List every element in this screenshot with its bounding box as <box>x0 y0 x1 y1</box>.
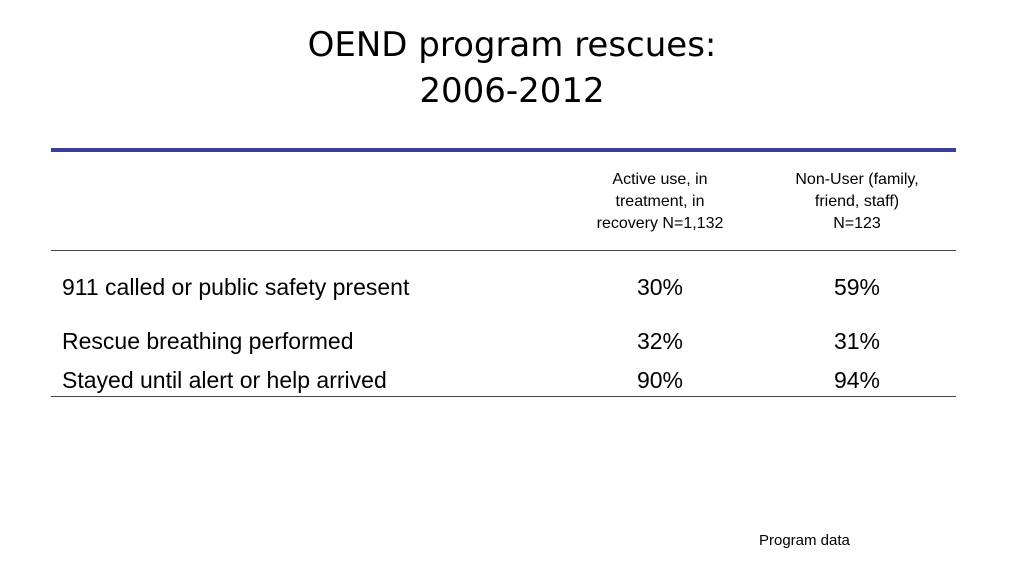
cell-stayed-until-alert-non-user: 94% <box>833 367 881 393</box>
column-header-line: treatment, in <box>615 193 705 210</box>
column-header-line: recovery N=1,132 <box>596 215 724 232</box>
cell-rescue-breathing-non-user: 31% <box>833 328 881 354</box>
row-label-stayed-until-alert: Stayed until alert or help arrived <box>62 367 387 393</box>
title-line-1: OEND program rescues: <box>307 25 717 65</box>
column-header-active-use: Active use, in treatment, in recovery N=… <box>560 169 760 235</box>
title-divider <box>51 148 956 152</box>
row-label-911-called: 911 called or public safety present <box>62 274 410 300</box>
table-bottom-divider <box>51 396 956 397</box>
column-header-line: N=123 <box>833 215 881 232</box>
cell-rescue-breathing-active-use: 32% <box>636 328 684 354</box>
column-header-line: Active use, in <box>612 171 708 188</box>
slide-title: OEND program rescues: 2006-2012 <box>0 22 1024 114</box>
cell-911-called-active-use: 30% <box>636 274 684 300</box>
title-line-2: 2006-2012 <box>419 71 605 111</box>
row-label-rescue-breathing: Rescue breathing performed <box>62 328 354 354</box>
source-footnote: Program data <box>759 532 850 549</box>
column-header-non-user: Non-User (family, friend, staff) N=123 <box>757 169 957 235</box>
column-header-line: Non-User (family, <box>795 171 919 188</box>
cell-911-called-non-user: 59% <box>833 274 881 300</box>
column-header-line: friend, staff) <box>814 193 900 210</box>
cell-stayed-until-alert-active-use: 90% <box>636 367 684 393</box>
header-divider <box>51 250 956 251</box>
